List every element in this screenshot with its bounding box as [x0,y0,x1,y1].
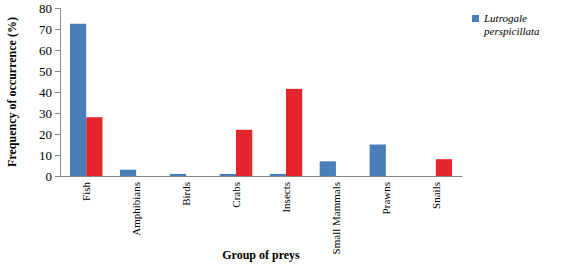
legend-item: Lutrogaleperspicillata [472,12,540,37]
tick-label: 80 [39,1,52,16]
bar [436,159,452,176]
tick-label: Birds [180,182,192,206]
bar [170,174,186,176]
bar [420,176,436,177]
tick-mark [55,92,60,93]
tick-label: Insects [280,182,292,213]
tick: Small Mammals [330,176,342,254]
y-axis-title: Frequency of occurrence (%) [5,17,19,167]
tick-mark [55,50,60,51]
tick-label: 10 [39,148,52,163]
tick-mark [55,8,60,9]
legend-swatch [472,15,479,22]
tick-label: 50 [39,64,52,79]
tick-label: 30 [39,106,52,121]
bar [86,117,102,176]
tick-mark [55,29,60,30]
tick: Fish [80,176,92,201]
y-axis: 0 10 20 30 40 50 60 70 80 [39,1,61,184]
tick-label: 0 [46,169,53,184]
tick-label: Small Mammals [330,182,342,254]
tick-label: 70 [39,22,52,37]
tick-mark [55,71,60,72]
bars [70,24,452,176]
bar [286,89,302,176]
tick: 40 [39,85,60,100]
bar [236,130,252,176]
bar [336,176,352,177]
tick-label: 60 [39,43,52,58]
tick: Amphibians [130,176,142,236]
x-axis-title: Group of preys [222,248,300,262]
tick-label: Prawns [380,182,392,214]
tick-label: Snails [430,182,442,209]
bar [220,174,236,176]
tick: Birds [180,176,192,206]
tick-label: Fish [80,182,92,201]
tick-label: Crabs [230,182,242,208]
legend-label: Lutrogaleperspicillata [483,12,540,37]
x-axis: Fish Amphibians Birds Crabs Insects Small Mam… [61,176,463,254]
axis-line [61,176,463,177]
tick-mark [55,134,60,135]
legend: Lutrogaleperspicillata [472,12,540,37]
tick: 70 [39,22,60,37]
bar [70,24,86,176]
tick-mark [55,155,60,156]
tick: 80 [39,1,60,16]
tick-label: 20 [39,127,52,142]
bar [370,145,386,177]
tick: 0 [46,169,61,184]
series [70,24,386,176]
plot: 0 10 20 30 40 50 60 70 80 Fish Amphibians Birds Crab… [39,1,463,255]
tick: Crabs [230,176,242,208]
tick: 10 [39,148,60,163]
series [86,89,452,176]
tick: Prawns [380,176,392,214]
bar [120,170,136,176]
tick: 20 [39,127,60,142]
chart: 0 10 20 30 40 50 60 70 80 Fish Amphibians Birds Crab… [0,0,567,264]
tick-mark [55,113,60,114]
tick: 30 [39,106,60,121]
bar [320,161,336,176]
bar [270,174,286,176]
tick-label: Amphibians [130,182,142,236]
tick: 60 [39,43,60,58]
tick: Insects [280,176,292,213]
tick-label: 40 [39,85,52,100]
bar [186,176,202,177]
tick: 50 [39,64,60,79]
bar [386,176,402,177]
tick-mark [55,176,60,177]
tick: Snails [430,176,442,209]
bar [136,176,152,177]
axis-line [55,9,61,177]
